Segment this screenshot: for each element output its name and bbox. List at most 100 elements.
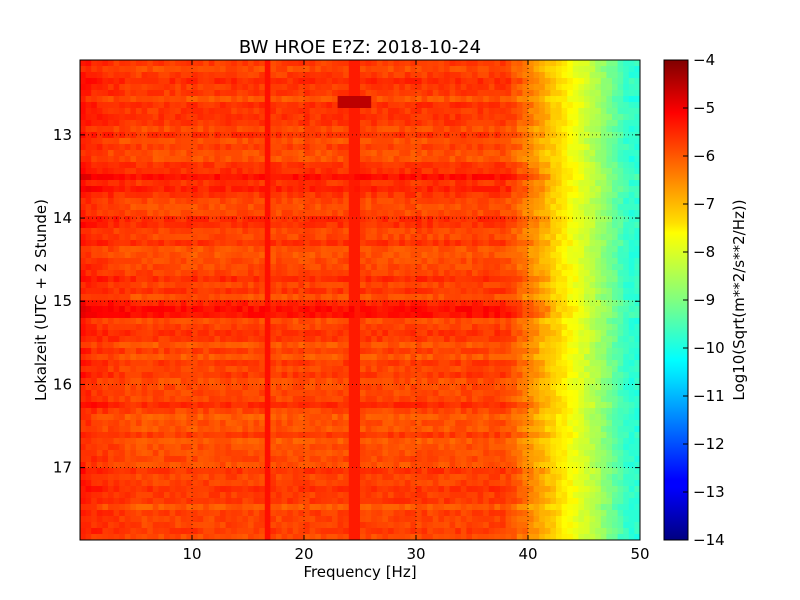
heatmap-cell (231, 210, 238, 217)
heatmap-cell (589, 222, 596, 229)
heatmap-cell (320, 66, 327, 73)
heatmap-cell (528, 204, 535, 211)
heatmap-cell (236, 306, 243, 313)
heatmap-cell (304, 300, 311, 307)
heatmap-cell (360, 72, 367, 79)
heatmap-cell (337, 138, 344, 145)
heatmap-cell (382, 78, 389, 85)
heatmap-cell (220, 162, 227, 169)
heatmap-cell (315, 216, 322, 223)
heatmap-cell (96, 270, 103, 277)
heatmap-cell (393, 114, 400, 121)
heatmap-cell (119, 144, 126, 151)
heatmap-cell (152, 294, 159, 301)
heatmap-cell (343, 222, 350, 229)
heatmap-cell (169, 300, 176, 307)
heatmap-cell (500, 240, 507, 247)
heatmap-cell (208, 348, 215, 355)
heatmap-cell (472, 336, 479, 343)
heatmap-cell (348, 90, 355, 97)
heatmap-cell (326, 312, 333, 319)
heatmap-cell (236, 132, 243, 139)
heatmap-cell (421, 216, 428, 223)
heatmap-cell (404, 264, 411, 271)
heatmap-cell (281, 270, 288, 277)
heatmap-cell (494, 174, 501, 181)
heatmap-cell (516, 336, 523, 343)
heatmap-cell (393, 126, 400, 133)
heatmap-cell (343, 342, 350, 349)
heatmap-cell (584, 96, 591, 103)
heatmap-cell (528, 306, 535, 313)
heatmap-cell (511, 138, 518, 145)
heatmap-cell (225, 150, 232, 157)
heatmap-cell (438, 156, 445, 163)
heatmap-cell (477, 150, 484, 157)
heatmap-cell (208, 228, 215, 235)
heatmap-cell (528, 120, 535, 127)
heatmap-cell (477, 84, 484, 91)
heatmap-cell (416, 300, 423, 307)
heatmap-cell (449, 168, 456, 175)
heatmap-cell (399, 264, 406, 271)
heatmap-cell (320, 240, 327, 247)
heatmap-cell (522, 288, 529, 295)
heatmap-cell (466, 150, 473, 157)
heatmap-cell (494, 90, 501, 97)
heatmap-cell (276, 294, 283, 301)
heatmap-cell (516, 216, 523, 223)
heatmap-cell (208, 78, 215, 85)
heatmap-cell (332, 84, 339, 91)
heatmap-cell (309, 246, 316, 253)
heatmap-cell (309, 306, 316, 313)
heatmap-cell (113, 222, 120, 229)
heatmap-cell (108, 234, 115, 241)
heatmap-cell (203, 306, 210, 313)
heatmap-cell (494, 72, 501, 79)
heatmap-cell (404, 234, 411, 241)
heatmap-cell (309, 180, 316, 187)
heatmap-cell (472, 120, 479, 127)
heatmap-cell (326, 192, 333, 199)
heatmap-cell (208, 84, 215, 91)
heatmap-cell (197, 300, 204, 307)
heatmap-cell (197, 276, 204, 283)
heatmap-cell (477, 324, 484, 331)
heatmap-cell (136, 264, 143, 271)
heatmap-cell (186, 210, 193, 217)
heatmap-cell (203, 264, 210, 271)
heatmap-cell (80, 294, 87, 301)
heatmap-cell (158, 342, 165, 349)
heatmap-cell (589, 300, 596, 307)
heatmap-cell (595, 288, 602, 295)
heatmap-cell (382, 126, 389, 133)
heatmap-cell (214, 120, 221, 127)
heatmap-cell (528, 126, 535, 133)
heatmap-cell (214, 126, 221, 133)
heatmap-cell (511, 174, 518, 181)
heatmap-cell (466, 288, 473, 295)
heatmap-cell (382, 264, 389, 271)
heatmap-cell (225, 72, 232, 79)
heatmap-cell (108, 336, 115, 343)
heatmap-cell (152, 144, 159, 151)
heatmap-cell (304, 312, 311, 319)
heatmap-cell (337, 156, 344, 163)
heatmap-cell (516, 288, 523, 295)
heatmap-cell (516, 204, 523, 211)
heatmap-cell (595, 102, 602, 109)
heatmap-cell (253, 144, 260, 151)
heatmap-cell (544, 294, 551, 301)
heatmap-cell (561, 288, 568, 295)
heatmap-cell (500, 300, 507, 307)
heatmap-cell (96, 222, 103, 229)
heatmap-cell (236, 294, 243, 301)
heatmap-cell (225, 276, 232, 283)
heatmap-cell (85, 258, 92, 265)
heatmap-cell (438, 294, 445, 301)
heatmap-cell (634, 282, 640, 289)
heatmap-cell (130, 108, 137, 115)
heatmap-cell (102, 60, 109, 67)
heatmap-cell (410, 174, 417, 181)
heatmap-cell (292, 216, 299, 223)
